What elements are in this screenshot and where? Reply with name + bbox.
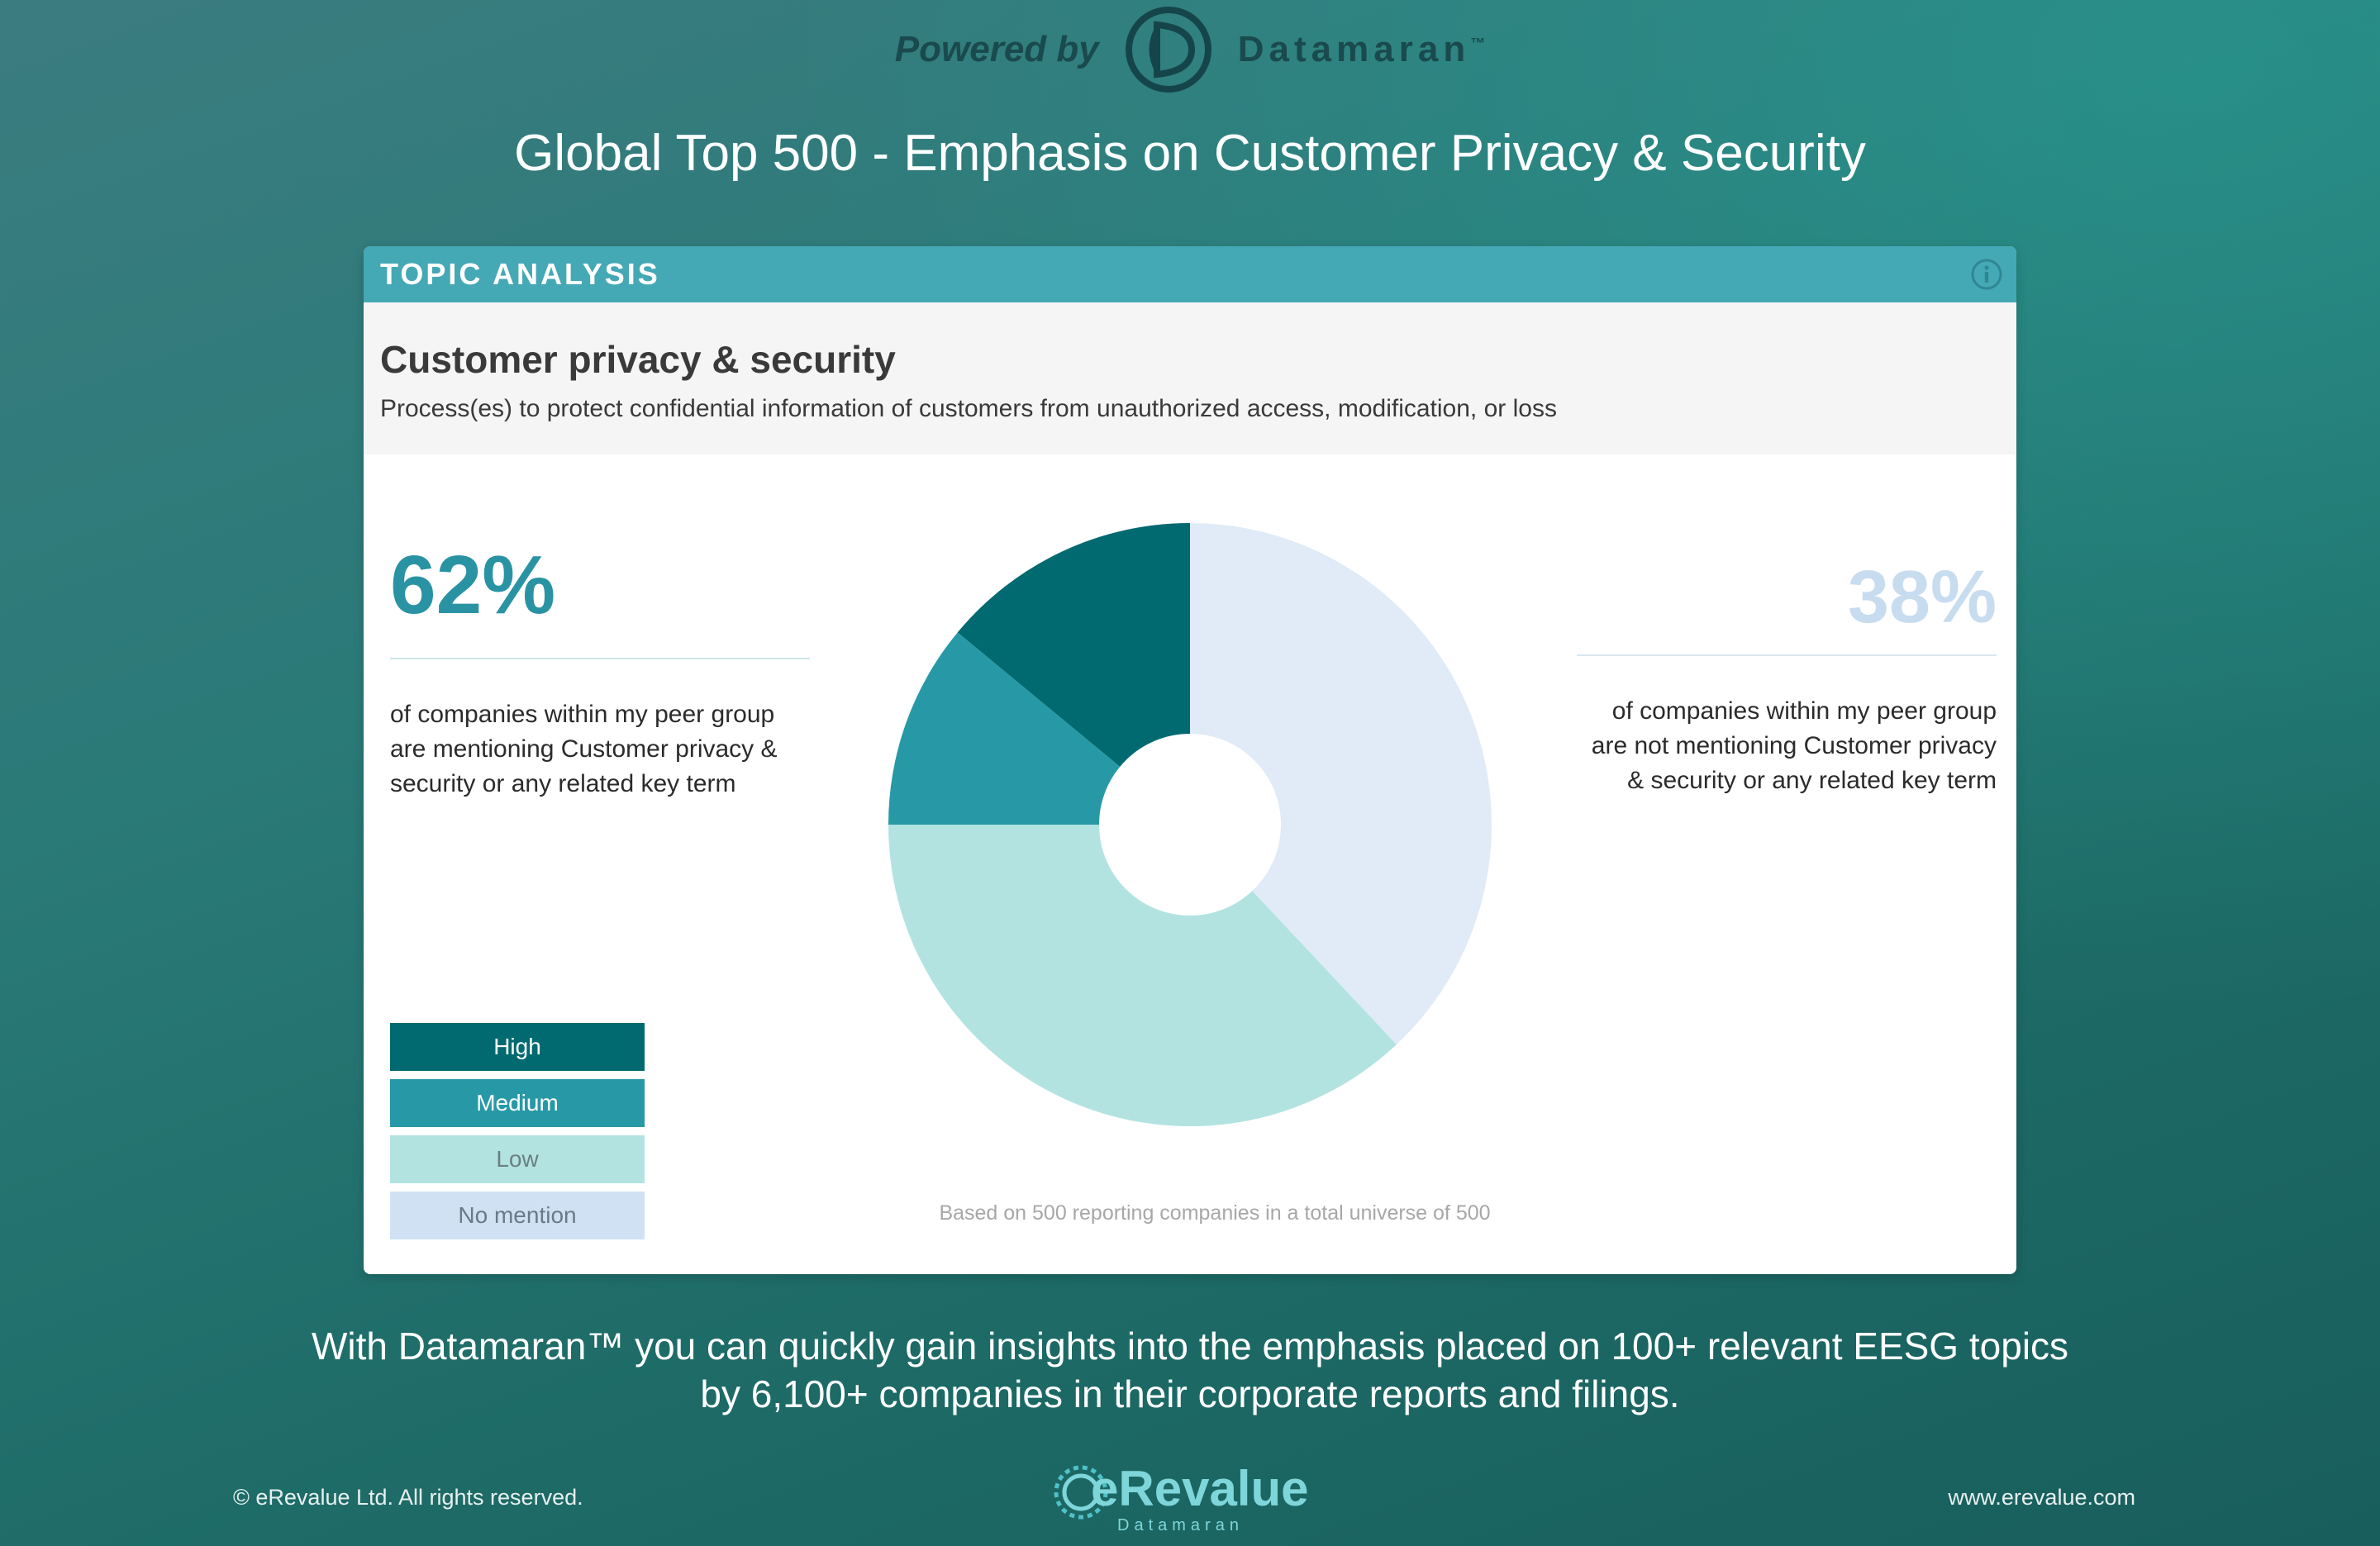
erevalue-logo-subtext: Datamaran (1117, 1516, 1244, 1534)
card-header-label: TOPIC ANALYSIS (380, 257, 660, 291)
not-mentioning-text: of companies within my peer group are no… (1591, 697, 1997, 794)
powered-by-label: Powered by (894, 29, 1099, 69)
datamaran-logo-icon (1125, 7, 1211, 93)
topic-description: Process(es) to protect confidential info… (380, 395, 1557, 422)
topic-analysis-card: TOPIC ANALYSIS Customer privacy & securi… (364, 246, 2016, 1274)
pie-slice-no-mention[interactable] (1190, 523, 1492, 1045)
erevalue-logo-text: eRevalue (1091, 1461, 1309, 1516)
brand-tm: ™ (1470, 35, 1486, 52)
legend-item-high[interactable]: High (390, 1023, 645, 1071)
not-mentioning-percent: 38% (1847, 556, 1997, 639)
card-header: TOPIC ANALYSIS (364, 246, 2016, 302)
topic-band: Customer privacy & security Process(es) … (364, 302, 2016, 454)
legend-item-no-mention[interactable]: No mention (390, 1192, 645, 1239)
mentioning-summary: 62% of companies within my peer group ar… (390, 544, 810, 802)
chart-legend: High Medium Low No mention (390, 1023, 645, 1248)
powered-by-banner: Powered by Datamaran™ (0, 0, 2380, 99)
pie-chart (888, 523, 1492, 1127)
legend-item-medium[interactable]: Medium (390, 1079, 645, 1127)
tagline-line-2: by 6,100+ companies in their corporate r… (700, 1372, 1680, 1415)
mentioning-percent: 62% (390, 539, 556, 631)
bottom-tagline: With Datamaran™ you can quickly gain ins… (0, 1322, 2380, 1418)
tagline-line-1: With Datamaran™ you can quickly gain ins… (311, 1325, 2069, 1368)
page-title: Global Top 500 - Emphasis on Customer Pr… (514, 125, 1866, 182)
legend-item-low[interactable]: Low (390, 1135, 645, 1183)
right-divider (1577, 654, 1997, 656)
left-divider (390, 658, 810, 659)
pie-slice-high[interactable] (957, 523, 1190, 825)
pie-center-hole (1099, 734, 1281, 916)
erevalue-logo: eRevalue Datamaran (1054, 1461, 1309, 1534)
pie-slice-low[interactable] (888, 825, 1397, 1127)
mentioning-text: of companies within my peer group are me… (390, 701, 778, 797)
website-link[interactable]: www.erevalue.com (1948, 1485, 2135, 1510)
copyright-text: © eRevalue Ltd. All rights reserved. (233, 1485, 583, 1510)
erevalue-swirl-icon (1054, 1465, 1108, 1520)
chart-footnote: Based on 500 reporting companies in a to… (364, 1201, 2016, 1225)
info-icon[interactable] (1970, 258, 2003, 291)
topic-title: Customer privacy & security (380, 338, 896, 381)
not-mentioning-summary: 38% of companies within my peer group ar… (1577, 560, 1997, 798)
brand-name: Datamaran (1237, 29, 1471, 69)
footnote-text: Based on 500 reporting companies in a to… (939, 1201, 1491, 1225)
datamaran-brand: Datamaran™ (1238, 29, 1485, 70)
